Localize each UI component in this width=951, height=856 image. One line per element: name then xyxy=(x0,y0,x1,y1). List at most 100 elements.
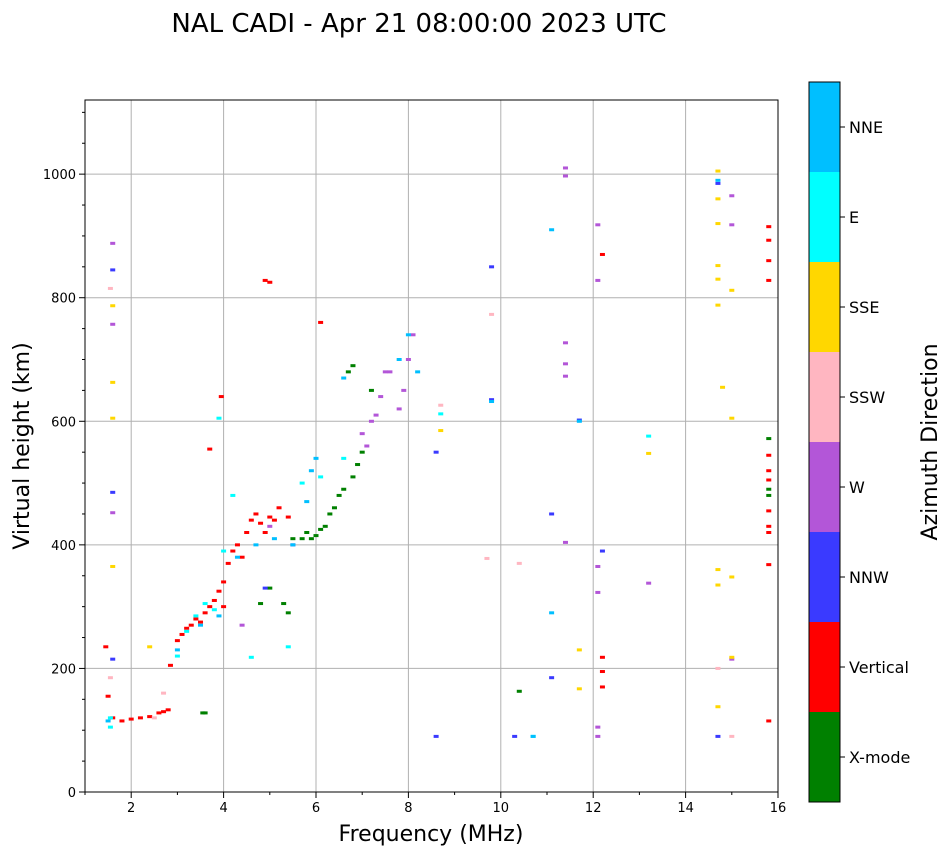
data-point xyxy=(161,691,167,695)
y-tick-label: 800 xyxy=(51,292,76,307)
data-point xyxy=(174,648,180,652)
data-point xyxy=(271,518,277,522)
data-point xyxy=(110,322,116,326)
data-point xyxy=(336,493,342,497)
data-point xyxy=(110,564,116,568)
data-point xyxy=(562,166,568,170)
data-point xyxy=(147,715,153,719)
data-point xyxy=(202,602,208,606)
data-point xyxy=(107,676,113,680)
data-point xyxy=(715,705,721,709)
data-point xyxy=(715,734,721,738)
colorbar-label-e: E xyxy=(849,208,859,227)
data-point xyxy=(364,444,370,448)
data-point xyxy=(239,623,245,627)
data-point xyxy=(530,734,536,738)
data-point xyxy=(331,506,337,510)
data-point xyxy=(373,413,379,417)
data-point xyxy=(715,197,721,201)
data-point xyxy=(433,450,439,454)
data-point xyxy=(599,670,605,674)
data-point xyxy=(262,278,268,282)
data-point xyxy=(549,228,555,232)
data-point xyxy=(715,264,721,268)
data-point xyxy=(151,716,157,720)
data-point xyxy=(285,645,291,649)
data-point xyxy=(729,657,735,661)
data-point xyxy=(405,358,411,361)
data-point xyxy=(599,655,605,659)
data-point xyxy=(193,614,199,618)
data-point xyxy=(715,222,721,226)
colorbar-segment xyxy=(809,172,840,262)
data-point xyxy=(715,666,721,670)
data-point xyxy=(595,278,601,282)
y-tick-label: 600 xyxy=(51,415,76,430)
data-point xyxy=(595,564,601,568)
y-tick-label: 400 xyxy=(51,539,76,554)
data-point xyxy=(304,500,310,504)
data-point xyxy=(248,518,254,522)
data-point xyxy=(107,716,113,720)
data-point xyxy=(396,358,402,361)
data-point xyxy=(341,487,347,491)
data-point xyxy=(105,719,111,723)
data-point xyxy=(396,407,402,411)
data-point xyxy=(766,478,772,482)
data-point xyxy=(234,555,240,559)
data-point xyxy=(107,725,113,729)
data-point xyxy=(766,238,772,242)
data-point xyxy=(433,734,439,738)
colorbar-segment xyxy=(809,262,840,352)
data-point xyxy=(110,268,116,272)
data-point xyxy=(211,598,217,602)
data-point xyxy=(766,719,772,723)
y-axis-label: Virtual height (km) xyxy=(10,342,35,549)
data-point xyxy=(244,531,250,534)
data-point xyxy=(165,708,171,712)
colorbar-label: Azimuth Direction xyxy=(918,343,943,540)
data-point xyxy=(313,534,319,538)
x-tick-label: 8 xyxy=(404,801,412,816)
data-point xyxy=(119,719,125,723)
colorbar-segment xyxy=(809,352,840,442)
colorbar-label-nnw: NNW xyxy=(849,568,889,587)
data-point xyxy=(327,512,333,516)
series-vertical xyxy=(103,225,772,723)
data-point xyxy=(405,333,411,337)
data-point xyxy=(110,304,116,308)
data-point xyxy=(253,543,259,547)
data-point xyxy=(595,725,601,729)
data-point xyxy=(646,451,652,455)
data-point xyxy=(576,419,582,423)
data-point xyxy=(359,450,365,454)
data-point xyxy=(216,416,222,420)
data-point xyxy=(549,676,555,680)
data-point xyxy=(489,312,495,316)
data-point xyxy=(308,537,314,541)
data-point xyxy=(401,388,407,392)
data-point xyxy=(299,537,305,541)
data-point xyxy=(766,524,772,528)
colorbar-segment xyxy=(809,622,840,712)
data-point xyxy=(350,364,356,368)
data-point xyxy=(489,398,495,402)
y-tick-label: 200 xyxy=(51,662,76,677)
data-point xyxy=(128,717,134,721)
data-point xyxy=(110,490,116,494)
data-point xyxy=(720,385,726,389)
data-point xyxy=(198,620,203,624)
data-point xyxy=(313,456,319,460)
data-point xyxy=(271,537,277,541)
data-point xyxy=(355,463,361,467)
data-point xyxy=(599,549,605,553)
data-point xyxy=(110,380,116,384)
data-point xyxy=(322,524,328,528)
data-point xyxy=(216,589,222,593)
data-point xyxy=(184,629,190,633)
data-point xyxy=(174,654,180,658)
data-point xyxy=(234,543,240,547)
data-point xyxy=(281,602,287,606)
data-point xyxy=(766,278,772,282)
data-point xyxy=(345,370,351,374)
